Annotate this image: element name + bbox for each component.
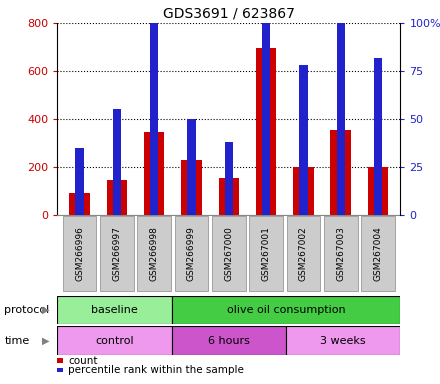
Bar xyxy=(172,326,286,355)
FancyBboxPatch shape xyxy=(175,216,208,291)
Bar xyxy=(181,161,202,215)
Text: percentile rank within the sample: percentile rank within the sample xyxy=(68,365,244,375)
Text: GSM267002: GSM267002 xyxy=(299,226,308,281)
Text: GSM267000: GSM267000 xyxy=(224,226,233,281)
Bar xyxy=(150,13,158,215)
Bar xyxy=(70,194,90,215)
FancyBboxPatch shape xyxy=(249,216,283,291)
FancyBboxPatch shape xyxy=(286,216,320,291)
Text: GSM267001: GSM267001 xyxy=(262,226,271,281)
Text: ▶: ▶ xyxy=(42,336,49,346)
FancyBboxPatch shape xyxy=(137,216,171,291)
Bar xyxy=(293,167,314,215)
Text: control: control xyxy=(95,336,134,346)
Bar xyxy=(256,48,276,215)
Text: 6 hours: 6 hours xyxy=(208,336,250,346)
Text: GSM267004: GSM267004 xyxy=(374,226,382,281)
Text: olive oil consumption: olive oil consumption xyxy=(227,305,345,315)
Bar xyxy=(299,65,308,215)
Bar xyxy=(172,296,400,324)
Text: baseline: baseline xyxy=(91,305,138,315)
Bar xyxy=(225,142,233,215)
Text: protocol: protocol xyxy=(4,305,50,315)
Bar xyxy=(113,109,121,215)
FancyBboxPatch shape xyxy=(63,216,96,291)
FancyBboxPatch shape xyxy=(324,216,358,291)
FancyBboxPatch shape xyxy=(100,216,134,291)
Bar xyxy=(374,58,382,215)
Bar xyxy=(57,296,172,324)
Text: 3 weeks: 3 weeks xyxy=(320,336,366,346)
Bar xyxy=(337,0,345,215)
Text: GSM266999: GSM266999 xyxy=(187,226,196,281)
Text: time: time xyxy=(4,336,29,346)
Bar xyxy=(144,132,165,215)
Title: GDS3691 / 623867: GDS3691 / 623867 xyxy=(163,7,295,20)
Text: GSM266998: GSM266998 xyxy=(150,226,159,281)
FancyBboxPatch shape xyxy=(361,216,395,291)
Bar xyxy=(330,130,351,215)
Text: ▶: ▶ xyxy=(42,305,49,315)
Text: GSM266997: GSM266997 xyxy=(112,226,121,281)
Text: count: count xyxy=(68,356,98,366)
Text: GSM266996: GSM266996 xyxy=(75,226,84,281)
Text: GSM267003: GSM267003 xyxy=(336,226,345,281)
Bar xyxy=(219,178,239,215)
Bar xyxy=(286,326,400,355)
Bar xyxy=(76,148,84,215)
Bar xyxy=(57,326,172,355)
Bar xyxy=(106,180,127,215)
Bar xyxy=(187,119,196,215)
FancyBboxPatch shape xyxy=(212,216,246,291)
Bar xyxy=(262,0,270,215)
Bar xyxy=(368,167,388,215)
